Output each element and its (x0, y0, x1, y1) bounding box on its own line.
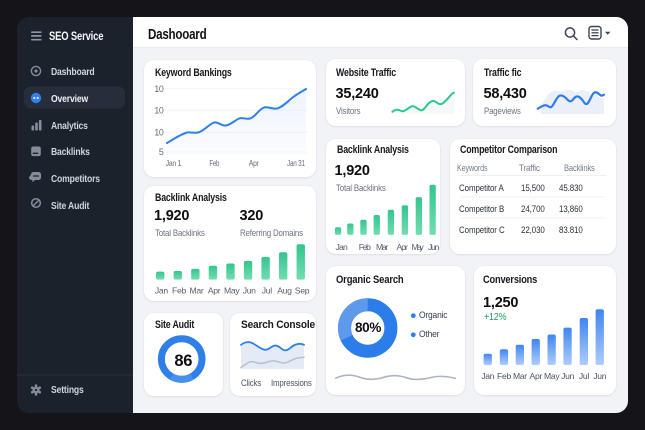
svg-text:10: 10 (154, 127, 164, 137)
svg-text:Jul: Jul (579, 371, 589, 381)
svg-text:Jan: Jan (336, 242, 348, 252)
svg-text:May: May (224, 286, 240, 296)
svg-text:Feb: Feb (359, 242, 371, 252)
svg-text:Jun: Jun (243, 286, 256, 296)
svg-text:10: 10 (154, 106, 164, 116)
svg-text:Sep: Sep (295, 286, 310, 296)
svg-text:5: 5 (159, 147, 164, 157)
svg-text:Feb: Feb (172, 286, 186, 296)
svg-text:Jan: Jan (155, 286, 168, 296)
svg-text:Jun: Jun (428, 242, 440, 252)
svg-text:May: May (544, 371, 560, 381)
svg-text:Apr: Apr (396, 242, 408, 252)
svg-text:Apr: Apr (249, 158, 259, 168)
svg-text:Apr: Apr (208, 286, 221, 296)
svg-text:Feb: Feb (497, 371, 511, 381)
svg-text:Jul: Jul (262, 286, 272, 296)
svg-text:Jun: Jun (593, 371, 606, 381)
svg-text:10: 10 (154, 84, 164, 94)
svg-text:Jun: Jun (561, 371, 574, 381)
svg-text:Mar: Mar (190, 286, 204, 296)
svg-text:Feb: Feb (209, 158, 219, 168)
svg-text:Mar: Mar (376, 242, 388, 252)
svg-text:Mar: Mar (513, 371, 527, 381)
svg-text:Jan 1: Jan 1 (166, 158, 182, 168)
svg-text:Jan: Jan (481, 371, 494, 381)
svg-text:Aug: Aug (277, 286, 292, 296)
svg-text:Apr: Apr (530, 371, 543, 381)
svg-text:Jan 31: Jan 31 (287, 158, 305, 168)
svg-text:May: May (412, 242, 425, 252)
